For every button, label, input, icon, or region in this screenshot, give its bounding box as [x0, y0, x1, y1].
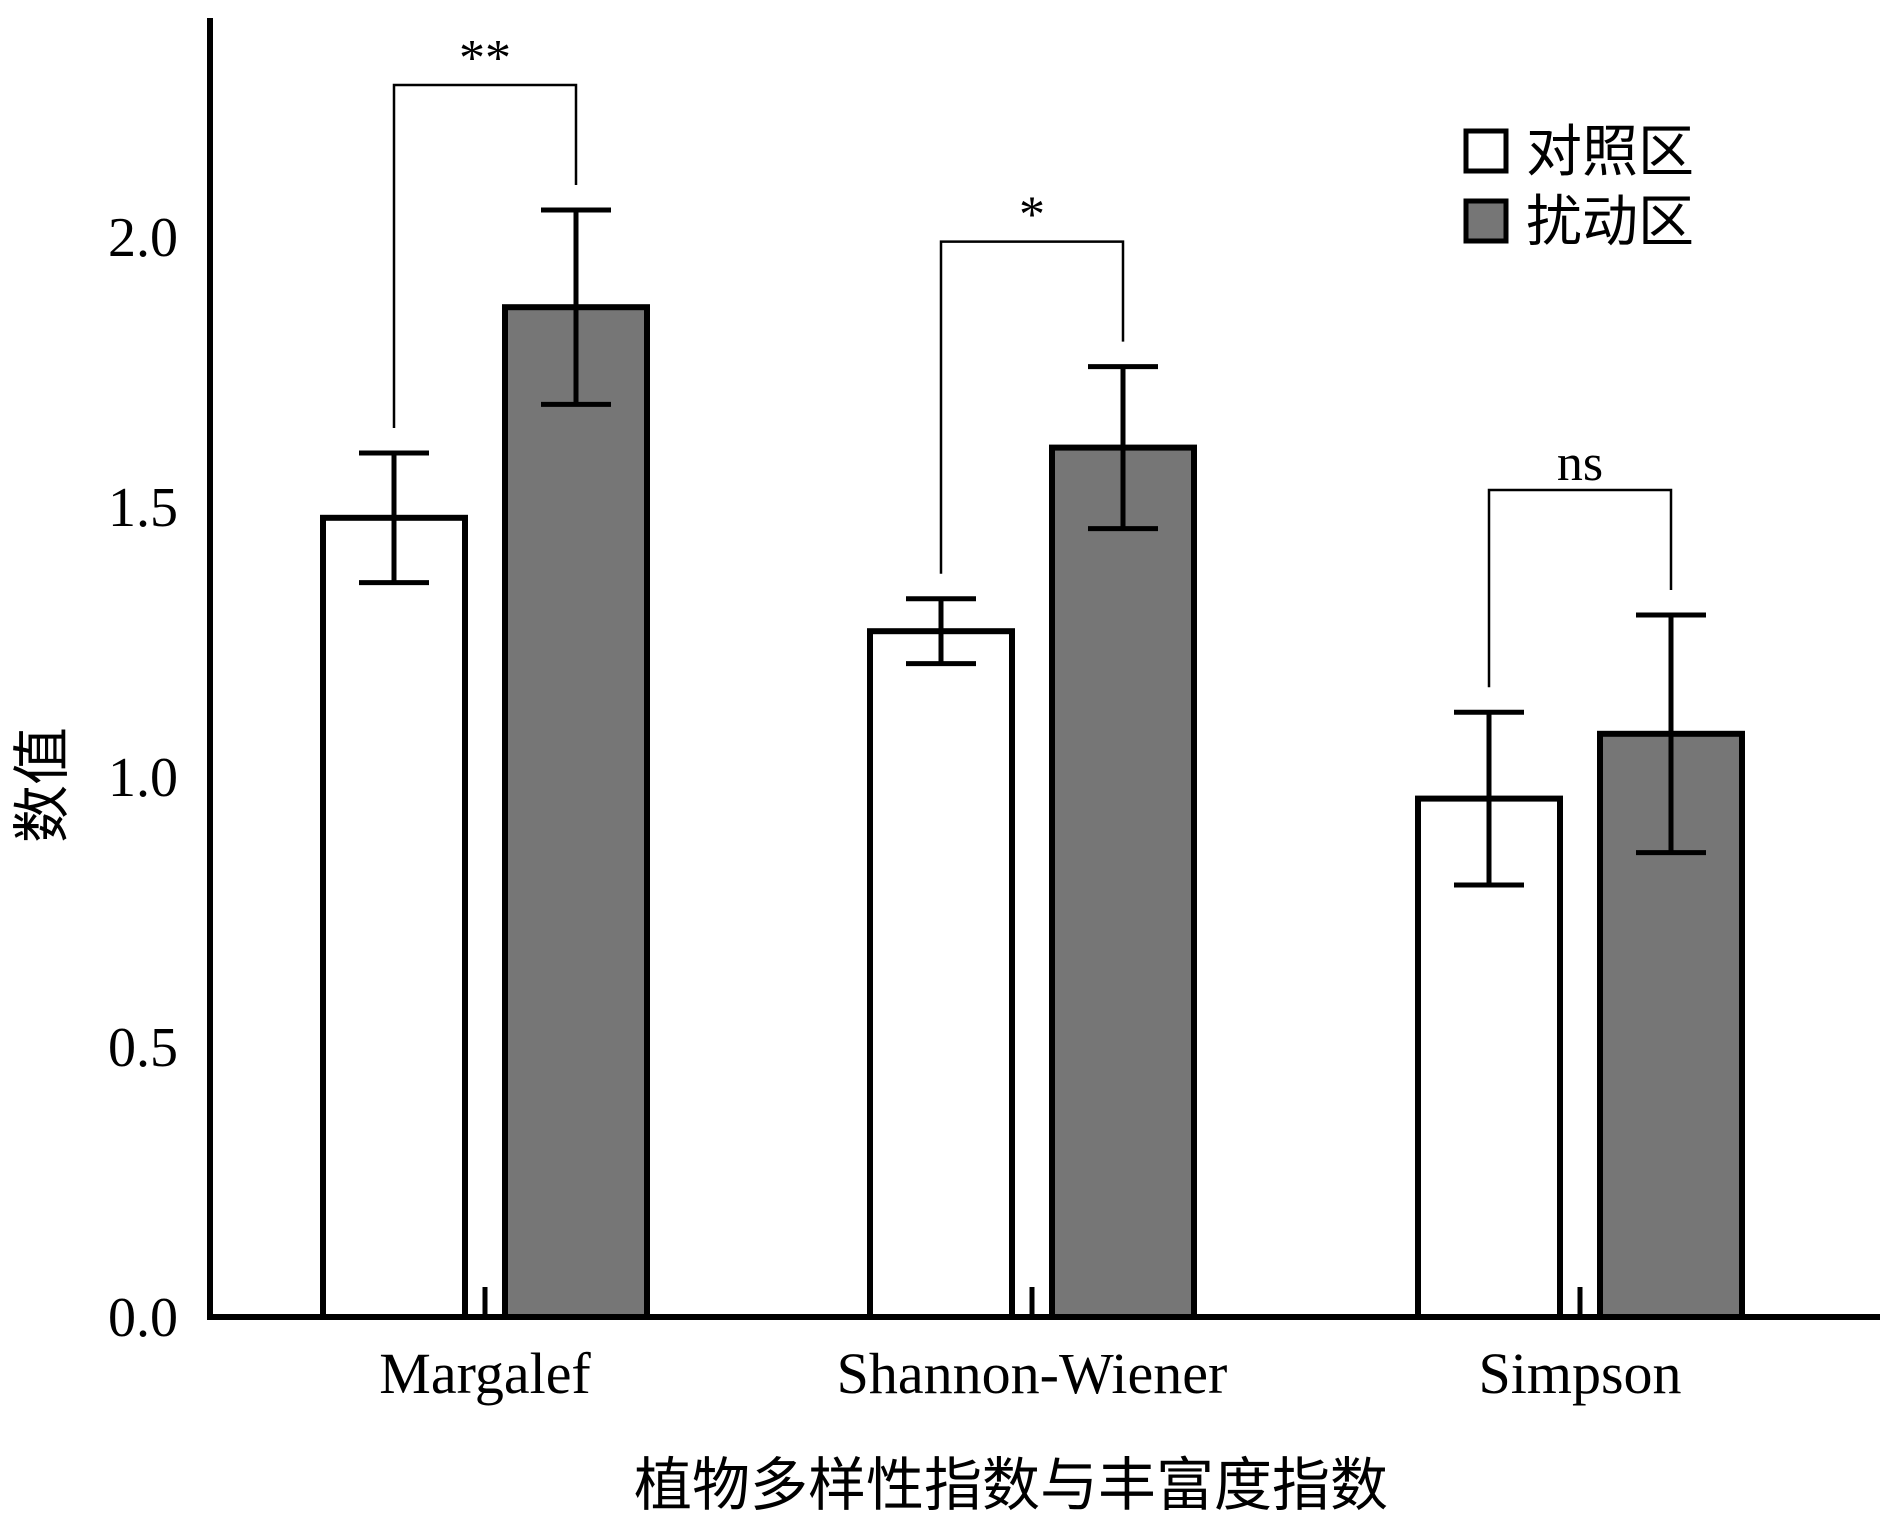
y-tick-label: 1.0 — [108, 747, 178, 809]
legend-swatch-disturbed — [1463, 198, 1509, 244]
legend-label-disturbed: 扰动区 — [1526, 190, 1694, 255]
significance-label: ** — [459, 30, 511, 87]
significance-group: ***ns — [392, 30, 1673, 688]
x-category-label: Margalef — [379, 1341, 591, 1406]
chart-axes — [207, 18, 1880, 1320]
significance-bracket — [939, 240, 1125, 574]
y-tick-label: 0.5 — [108, 1017, 178, 1079]
bar — [502, 304, 650, 1320]
legend-swatch-control — [1463, 128, 1509, 174]
y-tick-label: 0.0 — [108, 1287, 178, 1349]
x-category-label: Simpson — [1478, 1341, 1681, 1406]
significance-label: * — [1019, 187, 1045, 244]
y-tick-label: 1.5 — [108, 477, 178, 539]
bar — [320, 514, 468, 1320]
significance-label: ns — [1557, 435, 1603, 492]
legend: 对照区 扰动区 — [1463, 120, 1694, 255]
x-axis-title: 植物多样性指数与丰富度指数 — [634, 1451, 1388, 1519]
significance-bracket — [1487, 488, 1673, 688]
chart-marks — [320, 207, 1745, 1321]
x-category-label: Shannon-Wiener — [837, 1341, 1228, 1406]
bar — [867, 628, 1015, 1320]
x-category-group: Margalef Shannon-Wiener Simpson — [379, 1341, 1681, 1406]
y-tick-label: 2.0 — [108, 207, 178, 269]
legend-label-control: 对照区 — [1526, 120, 1694, 185]
y-tick-group: 0.0 0.5 1.0 1.5 2.0 — [108, 207, 178, 1349]
significance-bracket — [392, 83, 578, 428]
bar — [1049, 444, 1197, 1321]
y-axis-title: 数值 — [8, 727, 76, 843]
